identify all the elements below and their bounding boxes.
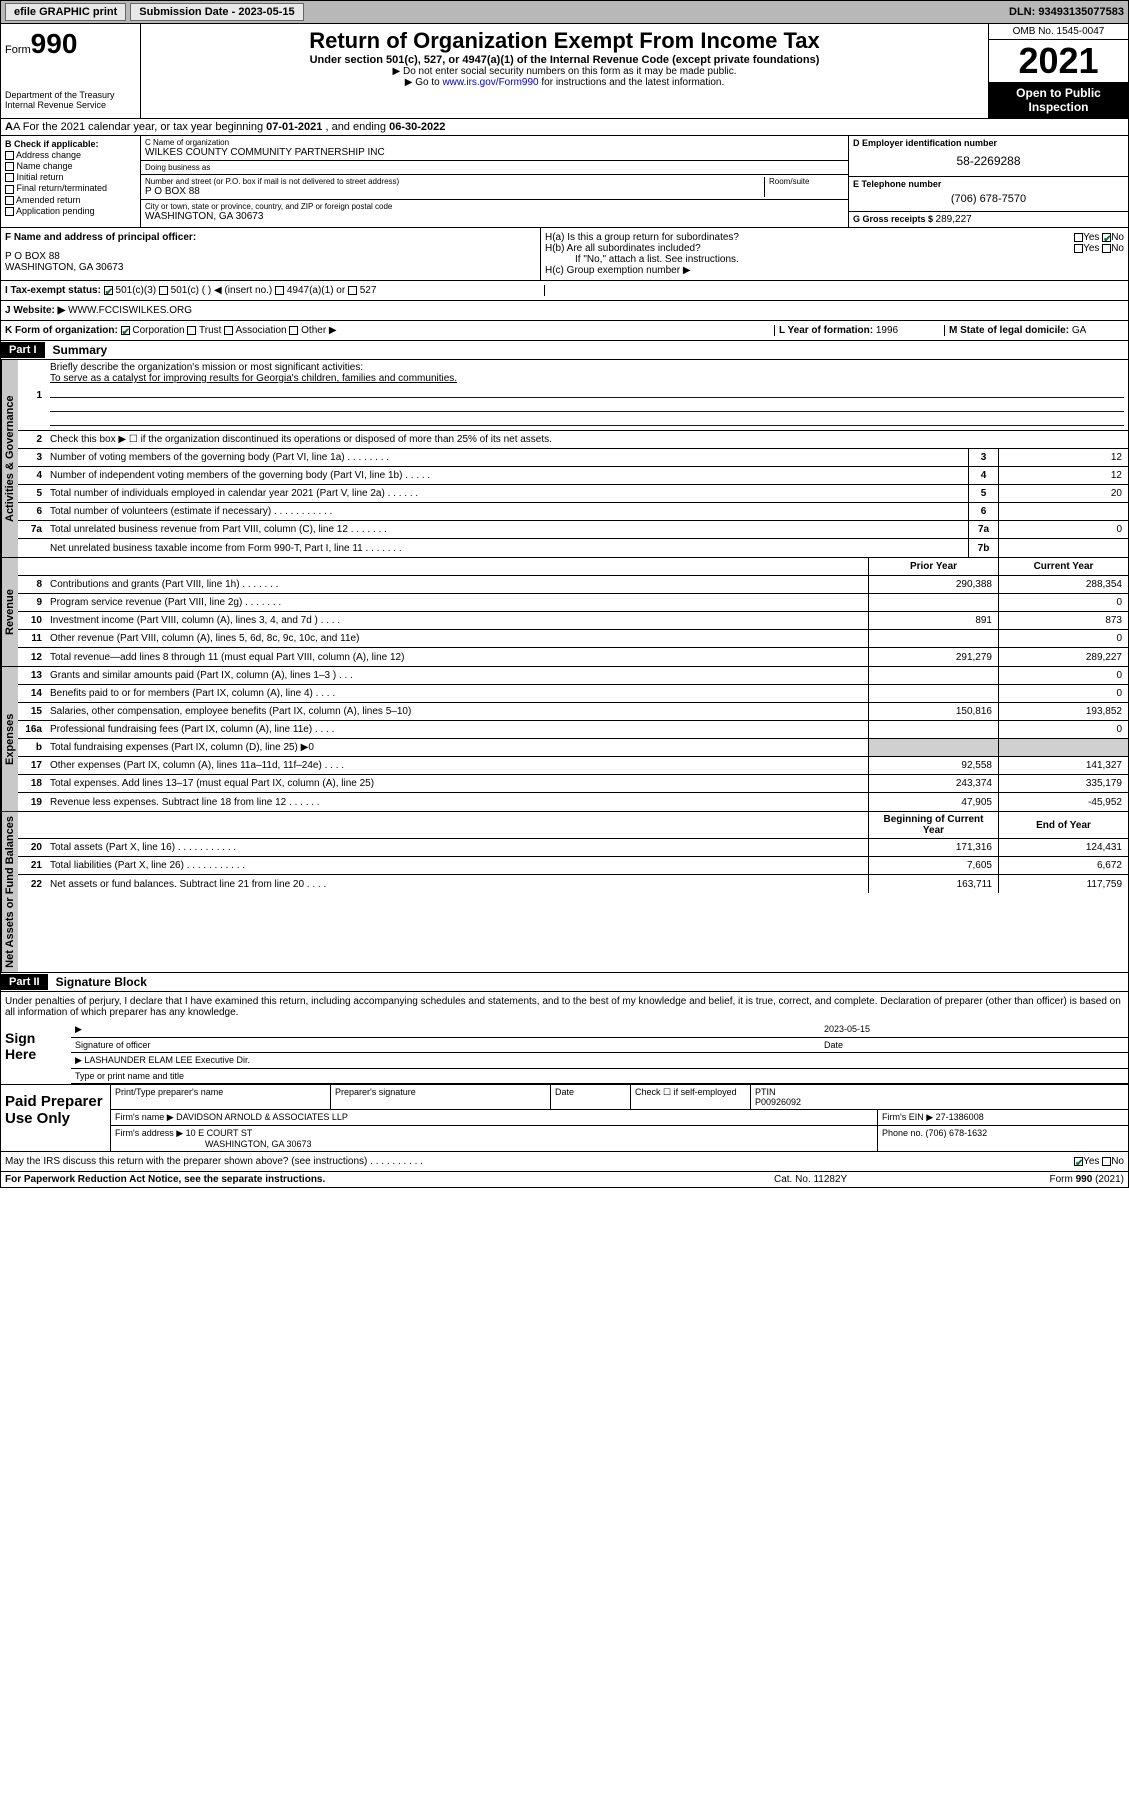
data-row: bTotal fundraising expenses (Part IX, co… (18, 739, 1128, 757)
part2-hdr: Part IISignature Block (0, 973, 1129, 992)
col-b: B Check if applicable: Address change Na… (1, 136, 141, 227)
top-bar: efile GRAPHIC print Submission Date - 20… (0, 0, 1129, 24)
gov-row: 6Total number of volunteers (estimate if… (18, 503, 1128, 521)
form-title: Return of Organization Exempt From Incom… (145, 28, 984, 54)
data-row: 16aProfessional fundraising fees (Part I… (18, 721, 1128, 739)
irs-link[interactable]: www.irs.gov/Form990 (442, 77, 538, 88)
sec-fh: F Name and address of principal officer:… (0, 228, 1129, 281)
data-row: 10Investment income (Part VIII, column (… (18, 612, 1128, 630)
subdate-btn: Submission Date - 2023-05-15 (130, 3, 303, 21)
data-row: 14Benefits paid to or for members (Part … (18, 685, 1128, 703)
omb: OMB No. 1545-0047 (989, 24, 1128, 40)
tax-year: 2021 (989, 40, 1128, 82)
row-k: K Form of organization: ✔ Corporation Tr… (0, 321, 1129, 341)
entity-grid: B Check if applicable: Address change Na… (0, 136, 1129, 228)
gov-row: 5Total number of individuals employed in… (18, 485, 1128, 503)
sign-here: Sign Here (1, 1022, 71, 1084)
row-j: J Website: ▶ WWW.FCCISWILKES.ORG (0, 301, 1129, 321)
form-header: Form990 Department of the Treasury Inter… (0, 24, 1129, 119)
sec-h: H(a) Is this a group return for subordin… (541, 228, 1128, 280)
sec-f: F Name and address of principal officer:… (1, 228, 541, 280)
col-d: D Employer identification number58-22692… (848, 136, 1128, 227)
gov-section: Activities & Governance 1Briefly describ… (0, 360, 1129, 558)
net-section: Net Assets or Fund Balances Beginning of… (0, 812, 1129, 973)
note1: ▶ Do not enter social security numbers o… (145, 66, 984, 77)
data-row: 22Net assets or fund balances. Subtract … (18, 875, 1128, 893)
501c3-check: ✔ (104, 286, 113, 295)
data-row: 17Other expenses (Part IX, column (A), l… (18, 757, 1128, 775)
data-row: 20Total assets (Part X, line 16) . . . .… (18, 839, 1128, 857)
row-i: I Tax-exempt status: ✔ 501(c)(3) 501(c) … (0, 281, 1129, 301)
data-row: 13Grants and similar amounts paid (Part … (18, 667, 1128, 685)
gov-row: 3Number of voting members of the governi… (18, 449, 1128, 467)
data-row: 12Total revenue—add lines 8 through 11 (… (18, 648, 1128, 666)
data-row: 15Salaries, other compensation, employee… (18, 703, 1128, 721)
vtab-rev: Revenue (1, 558, 18, 666)
may-yes-check: ✔ (1074, 1157, 1083, 1166)
vtab-net: Net Assets or Fund Balances (1, 812, 18, 972)
inspect: Open to Public Inspection (989, 82, 1128, 118)
vtab-exp: Expenses (1, 667, 18, 811)
data-row: 11Other revenue (Part VIII, column (A), … (18, 630, 1128, 648)
gov-row: Net unrelated business taxable income fr… (18, 539, 1128, 557)
sig-section: Under penalties of perjury, I declare th… (0, 992, 1129, 1085)
rev-section: Revenue Prior YearCurrent Year 8Contribu… (0, 558, 1129, 667)
row-a: AA For the 2021 calendar year, or tax ye… (0, 119, 1129, 136)
efile-btn[interactable]: efile GRAPHIC print (5, 3, 126, 21)
vtab-gov: Activities & Governance (1, 360, 18, 557)
prep-section: Paid Preparer Use Only Print/Type prepar… (0, 1085, 1129, 1152)
data-row: 9Program service revenue (Part VIII, lin… (18, 594, 1128, 612)
hdr-left: Form990 Department of the Treasury Inter… (1, 24, 141, 118)
may-irs-row: May the IRS discuss this return with the… (0, 1152, 1129, 1172)
gov-row: 4Number of independent voting members of… (18, 467, 1128, 485)
part1-hdr: Part ISummary (0, 341, 1129, 360)
hdr-right: OMB No. 1545-0047 2021 Open to Public In… (988, 24, 1128, 118)
note2: ▶ Go to www.irs.gov/Form990 for instruct… (145, 77, 984, 88)
data-row: 8Contributions and grants (Part VIII, li… (18, 576, 1128, 594)
gov-row: 7aTotal unrelated business revenue from … (18, 521, 1128, 539)
subtitle: Under section 501(c), 527, or 4947(a)(1)… (145, 54, 984, 66)
data-row: 19Revenue less expenses. Subtract line 1… (18, 793, 1128, 811)
data-row: 18Total expenses. Add lines 13–17 (must … (18, 775, 1128, 793)
hdr-mid: Return of Organization Exempt From Incom… (141, 24, 988, 118)
footer: For Paperwork Reduction Act Notice, see … (0, 1172, 1129, 1188)
col-c: C Name of organizationWILKES COUNTY COMM… (141, 136, 848, 227)
dept: Department of the Treasury Internal Reve… (5, 90, 136, 110)
exp-section: Expenses 13Grants and similar amounts pa… (0, 667, 1129, 812)
dln: DLN: 93493135077583 (1009, 6, 1124, 18)
data-row: 21Total liabilities (Part X, line 26) . … (18, 857, 1128, 875)
